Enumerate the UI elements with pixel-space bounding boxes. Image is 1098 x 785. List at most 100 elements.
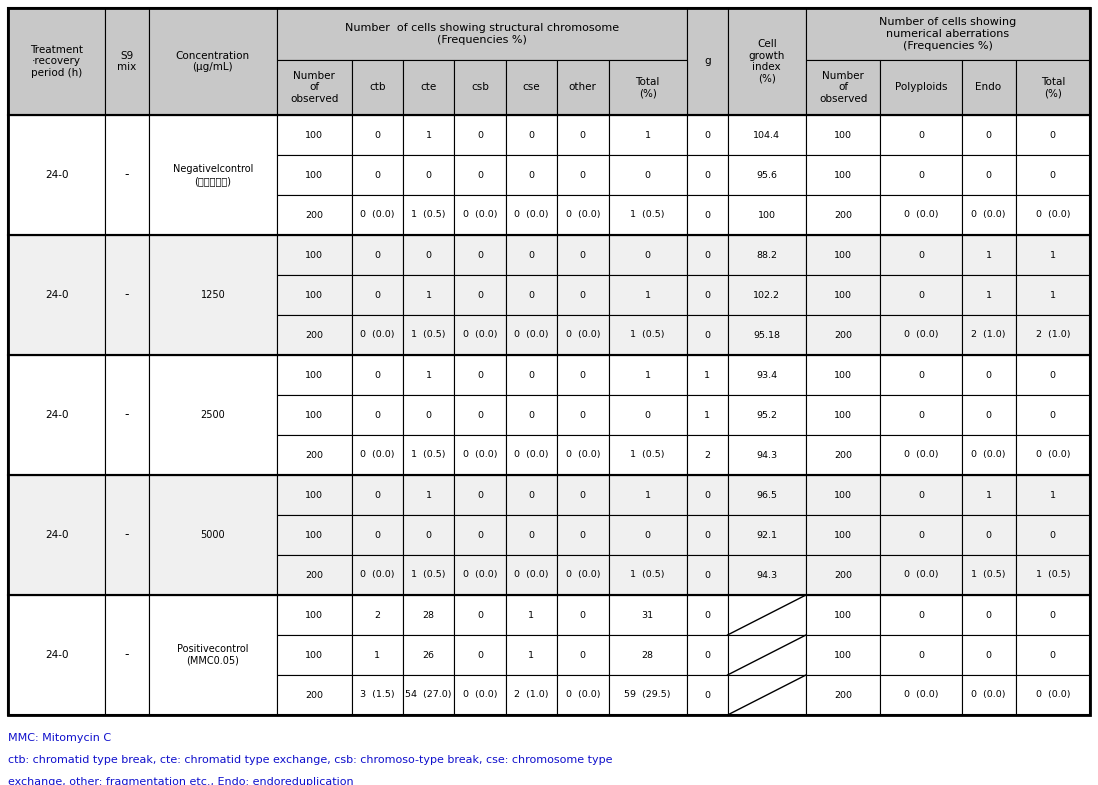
Text: 24-0: 24-0 — [45, 530, 68, 540]
Text: 0: 0 — [918, 290, 923, 300]
Text: 0: 0 — [918, 371, 923, 379]
Text: 0: 0 — [918, 611, 923, 619]
Text: 0  (0.0): 0 (0.0) — [462, 691, 497, 699]
Bar — [608, 595, 687, 635]
Text: 0  (0.0): 0 (0.0) — [360, 451, 394, 459]
Text: ctb: chromatid type break, cte: chromatid type exchange, csb: chromoso-type brea: ctb: chromatid type break, cte: chromati… — [8, 755, 613, 765]
Bar — [1016, 355, 1090, 395]
Text: 0: 0 — [580, 611, 586, 619]
Bar — [1016, 195, 1090, 235]
Text: -: - — [125, 408, 130, 422]
Bar — [277, 8, 687, 60]
Bar — [962, 515, 1016, 555]
Text: 200: 200 — [305, 451, 323, 459]
Text: 0: 0 — [918, 411, 923, 419]
Bar — [728, 675, 806, 715]
Text: 95.18: 95.18 — [753, 330, 781, 339]
Text: 0: 0 — [374, 170, 380, 180]
Bar — [962, 155, 1016, 195]
Bar — [105, 595, 148, 715]
Text: 0: 0 — [986, 411, 991, 419]
Bar — [105, 235, 148, 355]
Bar — [608, 395, 687, 435]
Bar — [403, 675, 455, 715]
Bar — [881, 235, 962, 275]
Text: 0: 0 — [580, 170, 586, 180]
Bar — [351, 275, 403, 315]
Bar — [277, 195, 351, 235]
Bar — [1016, 275, 1090, 315]
Text: 100: 100 — [834, 371, 852, 379]
Text: 100: 100 — [834, 531, 852, 539]
Bar — [1016, 395, 1090, 435]
Bar — [881, 195, 962, 235]
Bar — [351, 395, 403, 435]
Bar — [728, 595, 806, 635]
Text: 0: 0 — [528, 531, 535, 539]
Bar — [403, 515, 455, 555]
Bar — [403, 315, 455, 355]
Text: MMC: Mitomycin C: MMC: Mitomycin C — [8, 733, 111, 743]
Bar — [962, 595, 1016, 635]
Bar — [608, 115, 687, 155]
Text: 94.3: 94.3 — [757, 451, 777, 459]
Bar — [728, 315, 806, 355]
Bar — [557, 155, 608, 195]
Text: 24-0: 24-0 — [45, 170, 68, 180]
Bar — [277, 475, 351, 515]
Bar — [455, 235, 506, 275]
Text: 0: 0 — [704, 691, 710, 699]
Text: 1: 1 — [986, 491, 991, 499]
Bar — [608, 475, 687, 515]
Text: 24-0: 24-0 — [45, 290, 68, 300]
Bar — [557, 595, 608, 635]
Text: 0  (0.0): 0 (0.0) — [1035, 210, 1071, 220]
Bar — [1016, 555, 1090, 595]
Text: 0: 0 — [528, 491, 535, 499]
Bar — [403, 195, 455, 235]
Bar — [506, 635, 557, 675]
Text: 2  (1.0): 2 (1.0) — [972, 330, 1006, 339]
Text: 0: 0 — [580, 651, 586, 659]
Bar — [962, 195, 1016, 235]
Text: 0  (0.0): 0 (0.0) — [462, 210, 497, 220]
Bar — [687, 275, 728, 315]
Text: 0  (0.0): 0 (0.0) — [514, 571, 549, 579]
Bar — [8, 475, 105, 595]
Bar — [806, 155, 881, 195]
Text: 1  (0.5): 1 (0.5) — [972, 571, 1006, 579]
Text: 1: 1 — [645, 290, 651, 300]
Bar — [962, 355, 1016, 395]
Text: 54  (27.0): 54 (27.0) — [405, 691, 452, 699]
Bar — [455, 115, 506, 155]
Bar — [148, 355, 277, 475]
Bar — [806, 555, 881, 595]
Text: 1  (0.5): 1 (0.5) — [412, 571, 446, 579]
Bar — [455, 155, 506, 195]
Bar — [403, 355, 455, 395]
Bar — [8, 355, 1090, 475]
Bar — [687, 635, 728, 675]
Text: 92.1: 92.1 — [757, 531, 777, 539]
Text: 0: 0 — [426, 411, 432, 419]
Text: 0  (0.0): 0 (0.0) — [514, 451, 549, 459]
Bar — [728, 115, 806, 155]
Bar — [881, 315, 962, 355]
Text: 0: 0 — [986, 531, 991, 539]
Bar — [557, 435, 608, 475]
Bar — [806, 275, 881, 315]
Bar — [8, 475, 1090, 595]
Text: 1: 1 — [645, 371, 651, 379]
Text: 28: 28 — [423, 611, 435, 619]
Bar — [455, 60, 506, 115]
Bar — [687, 355, 728, 395]
Bar — [728, 635, 806, 675]
Bar — [728, 395, 806, 435]
Bar — [351, 155, 403, 195]
Bar — [277, 355, 351, 395]
Text: 200: 200 — [305, 691, 323, 699]
Text: 0: 0 — [477, 371, 483, 379]
Text: 1: 1 — [426, 491, 432, 499]
Bar — [687, 515, 728, 555]
Text: 100: 100 — [834, 250, 852, 260]
